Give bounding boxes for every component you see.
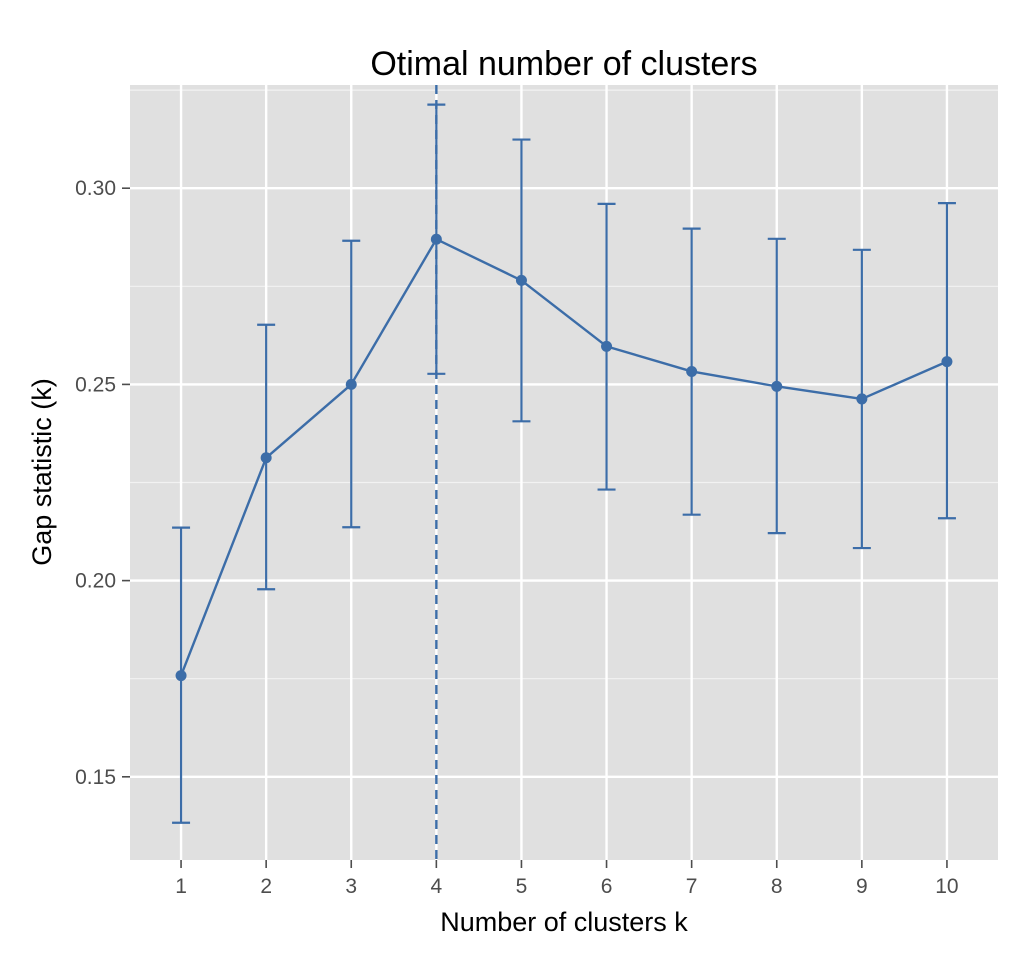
data-point xyxy=(601,340,613,352)
data-points xyxy=(175,233,953,682)
x-tick-label: 9 xyxy=(856,875,868,898)
data-point xyxy=(771,380,783,392)
y-tick-label: 0.25 xyxy=(75,373,116,396)
x-tick-label: 6 xyxy=(601,875,613,898)
x-tick-label: 3 xyxy=(345,875,357,898)
x-tick-label: 4 xyxy=(431,875,443,898)
x-tick-label: 7 xyxy=(686,875,698,898)
data-point xyxy=(260,452,272,464)
data-point xyxy=(941,356,953,368)
y-axis-ticks: 0.15 0.20 0.25 0.30 xyxy=(75,177,130,789)
chart-title: Otimal number of clusters xyxy=(370,45,757,83)
plot-panel-background xyxy=(130,85,998,860)
x-tick-label: 1 xyxy=(175,875,187,898)
series-line xyxy=(179,238,948,677)
data-point xyxy=(175,670,187,682)
y-tick-label: 0.20 xyxy=(75,570,116,593)
y-tick-label: 0.30 xyxy=(75,177,116,200)
x-tick-label: 8 xyxy=(771,875,783,898)
x-tick-label: 10 xyxy=(935,875,958,898)
data-point xyxy=(345,378,357,390)
series-line-group xyxy=(179,238,948,677)
x-axis-ticks: 1 2 3 4 5 6 7 8 9 10 xyxy=(175,860,959,898)
data-point xyxy=(430,233,442,245)
data-point xyxy=(515,274,527,286)
y-axis-title: Gap statistic (k) xyxy=(27,378,57,566)
plot-panel xyxy=(130,85,998,860)
data-point xyxy=(686,365,698,377)
x-tick-label: 2 xyxy=(260,875,272,898)
x-tick-label: 5 xyxy=(516,875,528,898)
data-point xyxy=(856,393,868,405)
x-axis-title: Number of clusters k xyxy=(440,907,688,937)
y-tick-label: 0.15 xyxy=(75,766,116,789)
